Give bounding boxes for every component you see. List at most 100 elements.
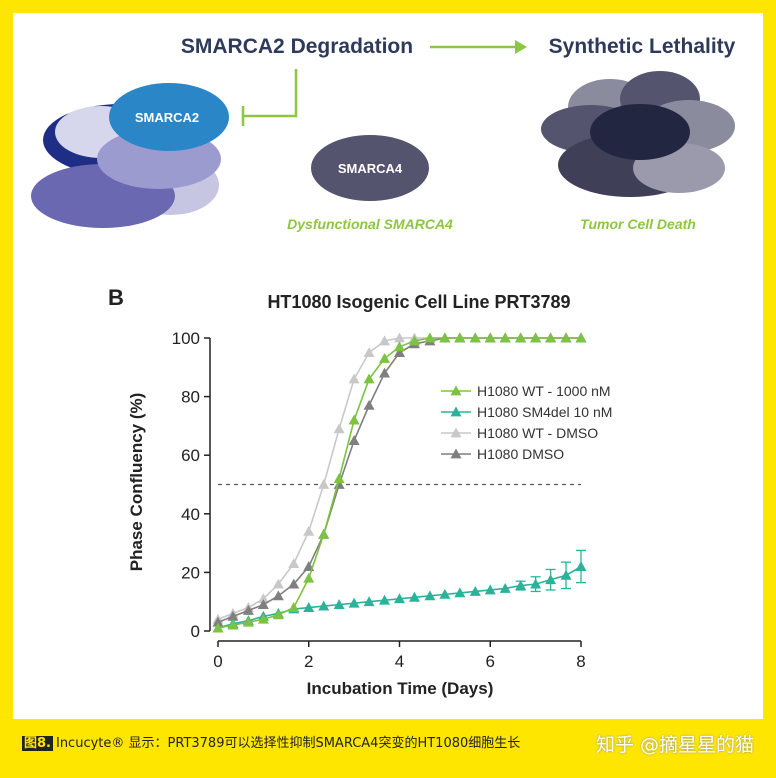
tumor-death-label: Tumor Cell Death — [580, 216, 696, 232]
legend-marker — [450, 427, 462, 438]
data-point — [288, 558, 300, 569]
x-tick-label: 6 — [486, 652, 495, 671]
data-point — [257, 613, 269, 624]
data-point — [560, 569, 572, 580]
data-point — [424, 590, 436, 601]
data-point — [379, 353, 391, 363]
confluency-chart: 0 20 40 60 80 100 0 2 4 6 8 H1080 WT - 1000 nM H108… — [172, 329, 613, 671]
series-3 — [212, 332, 587, 627]
smarca2-complex-icon — [31, 83, 229, 228]
data-point — [545, 574, 557, 585]
smarca4-label: SMARCA4 — [338, 161, 403, 176]
data-point — [530, 332, 542, 343]
data-point — [439, 332, 451, 343]
data-point — [469, 332, 481, 343]
data-point — [318, 479, 330, 489]
data-point — [363, 399, 375, 410]
y-tick-label: 0 — [191, 622, 200, 641]
data-point — [515, 580, 527, 590]
data-point — [408, 591, 420, 602]
data-point — [394, 332, 405, 343]
right-arrow-icon — [430, 40, 527, 54]
figure-svg: SMARCA2 Degradation Synthetic Lethality … — [31, 35, 736, 698]
data-point — [499, 332, 511, 343]
y-tick-label: 40 — [181, 505, 200, 524]
x-tick-label: 8 — [576, 652, 585, 671]
data-point — [379, 594, 391, 605]
data-point — [288, 578, 300, 589]
data-point — [333, 473, 345, 484]
data-point — [379, 335, 391, 346]
data-point — [394, 341, 405, 352]
data-point — [439, 588, 451, 599]
y-tick-label: 80 — [181, 388, 200, 407]
legend-label: H1080 SM4del 10 nM — [477, 404, 612, 420]
data-point — [515, 332, 527, 343]
caption-text: Incucyte® 显示：PRT3789可以选择性抑制SMARCA4突变的HT1… — [55, 736, 521, 751]
legend-marker — [450, 385, 462, 396]
data-point — [272, 609, 284, 620]
data-point — [545, 332, 557, 343]
series-1 — [212, 549, 587, 633]
x-tick-label: 4 — [395, 652, 404, 671]
data-point — [333, 423, 345, 434]
panel-b-label: B — [108, 285, 124, 310]
series-2 — [212, 332, 587, 624]
series-line — [217, 337, 581, 623]
data-point — [408, 335, 420, 346]
data-point — [333, 599, 345, 610]
data-point — [424, 332, 436, 343]
data-point — [560, 332, 572, 343]
data-point — [575, 561, 587, 571]
data-point — [394, 593, 405, 604]
data-point — [348, 414, 360, 425]
y-tick-label: 20 — [181, 563, 200, 582]
smarca4-ellipse — [311, 135, 429, 201]
smarca2-label: SMARCA2 — [135, 110, 199, 125]
watermark: 知乎 @摘星星的猫 — [595, 734, 754, 756]
legend-label: H1080 DMSO — [477, 446, 564, 462]
caption-tag: 图8. — [22, 736, 53, 751]
data-point — [272, 590, 284, 601]
data-point — [303, 525, 315, 536]
y-axis-title: Phase Confluency (%) — [127, 393, 146, 572]
data-point — [227, 619, 239, 630]
data-point — [242, 604, 254, 615]
y-tick-label: 100 — [172, 329, 200, 348]
data-point — [530, 578, 542, 589]
inhibition-connector-icon — [241, 69, 298, 126]
data-point — [394, 347, 405, 358]
lethality-title: Synthetic Lethality — [549, 35, 736, 58]
data-point — [484, 332, 496, 343]
data-point — [363, 347, 375, 358]
data-point — [272, 578, 284, 589]
x-axis-title: Incubation Time (Days) — [307, 679, 494, 698]
data-point — [212, 616, 224, 627]
data-point — [348, 597, 360, 608]
data-point — [469, 585, 481, 596]
x-tick-label: 2 — [304, 652, 313, 671]
legend-label: H1080 WT - 1000 nM — [477, 383, 611, 399]
data-point — [212, 622, 224, 633]
data-point — [257, 599, 269, 610]
data-point — [257, 593, 269, 604]
data-point — [575, 332, 587, 343]
data-point — [363, 373, 375, 384]
series-line — [217, 337, 581, 621]
data-point — [288, 602, 300, 612]
degradation-title: SMARCA2 Degradation — [181, 35, 413, 58]
data-point — [363, 596, 375, 607]
data-point — [303, 572, 315, 583]
data-point — [499, 583, 511, 593]
data-point — [454, 332, 466, 343]
series-0 — [212, 332, 587, 633]
legend-label: H1080 WT - DMSO — [477, 425, 598, 441]
legend-marker — [450, 448, 462, 459]
chart-title: HT1080 Isogenic Cell Line PRT3789 — [267, 292, 570, 312]
data-point — [348, 435, 360, 445]
tumor-cluster-icon — [541, 71, 735, 197]
data-point — [484, 584, 496, 595]
figure-panel: SMARCA2 Degradation Synthetic Lethality … — [13, 13, 763, 719]
data-point — [227, 610, 239, 621]
data-point — [318, 528, 330, 539]
